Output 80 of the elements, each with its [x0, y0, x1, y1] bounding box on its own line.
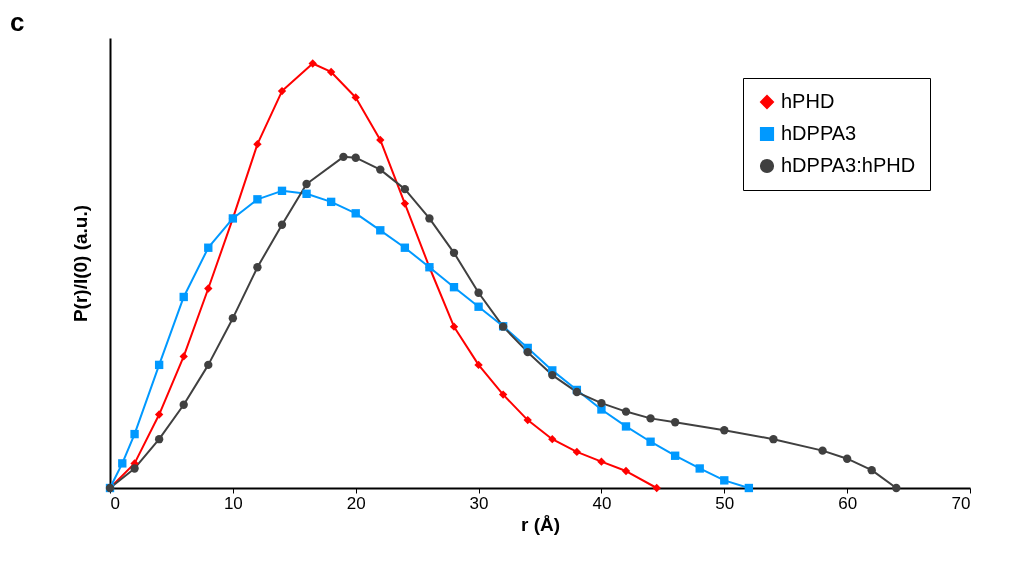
point: [646, 414, 655, 423]
point: [867, 466, 876, 475]
point: [744, 483, 754, 493]
point: [621, 407, 631, 416]
point: [253, 195, 262, 204]
point: [523, 415, 532, 425]
point: [769, 435, 778, 444]
point: [302, 179, 311, 189]
point: [842, 454, 852, 463]
point: [892, 483, 901, 493]
x-tick-label: 20: [346, 493, 366, 513]
point: [548, 370, 557, 380]
point: [277, 86, 287, 96]
point: [351, 209, 360, 218]
point: [154, 360, 164, 370]
point: [474, 360, 483, 370]
point: [302, 189, 311, 198]
point: [204, 243, 213, 252]
point: [277, 220, 287, 229]
point: [572, 447, 582, 457]
chart-title: c: [10, 7, 25, 37]
point: [179, 352, 188, 361]
point: [720, 476, 729, 485]
point: [425, 214, 434, 223]
legend-label: hDPPA3: [781, 122, 857, 144]
point: [400, 199, 410, 208]
point: [597, 457, 606, 466]
point: [376, 226, 385, 235]
legend-label: hDPPA3:hPHD: [781, 154, 916, 176]
y-axis-title: P(r)/I(0) (a.u.): [69, 204, 91, 323]
point: [597, 398, 606, 408]
point: [720, 426, 729, 435]
point: [154, 435, 164, 444]
x-tick-label: 10: [223, 493, 243, 513]
point: [351, 153, 360, 162]
point: [498, 390, 508, 399]
x-tick-label: 50: [715, 493, 735, 513]
point: [523, 347, 532, 357]
point: [400, 243, 410, 252]
point: [400, 184, 410, 194]
point: [652, 483, 661, 493]
point: [179, 292, 188, 302]
point: [130, 464, 139, 473]
point: [621, 466, 631, 476]
point: [277, 186, 287, 196]
point: [339, 152, 348, 162]
point: [326, 197, 336, 207]
point: [646, 437, 655, 446]
point: [449, 248, 459, 257]
x-axis-title: r (Å): [520, 513, 561, 535]
x-tick-label: 30: [469, 493, 489, 513]
point: [670, 451, 680, 460]
x-tick-label: 0: [110, 493, 120, 513]
point: [351, 93, 360, 102]
point: [449, 283, 459, 292]
point: [621, 422, 631, 431]
point: [253, 139, 262, 149]
point: [670, 418, 680, 427]
point: [130, 429, 139, 439]
point: [818, 446, 827, 455]
point: [548, 435, 557, 444]
point: [179, 400, 188, 409]
point: [204, 360, 213, 370]
point: [253, 263, 262, 272]
point: [154, 410, 164, 419]
x-tick-label: 60: [838, 493, 858, 513]
point: [695, 464, 704, 473]
point: [118, 459, 127, 468]
x-tick-label: 40: [592, 493, 612, 513]
point: [308, 59, 317, 68]
legend-label: hPHD: [781, 90, 835, 112]
point: [228, 314, 238, 323]
point: [204, 284, 213, 293]
point: [376, 165, 385, 174]
point: [449, 322, 459, 331]
point: [326, 67, 336, 77]
x-tick-label: 70: [951, 493, 971, 513]
point: [376, 135, 385, 145]
point: [474, 288, 483, 297]
point: [474, 302, 483, 311]
